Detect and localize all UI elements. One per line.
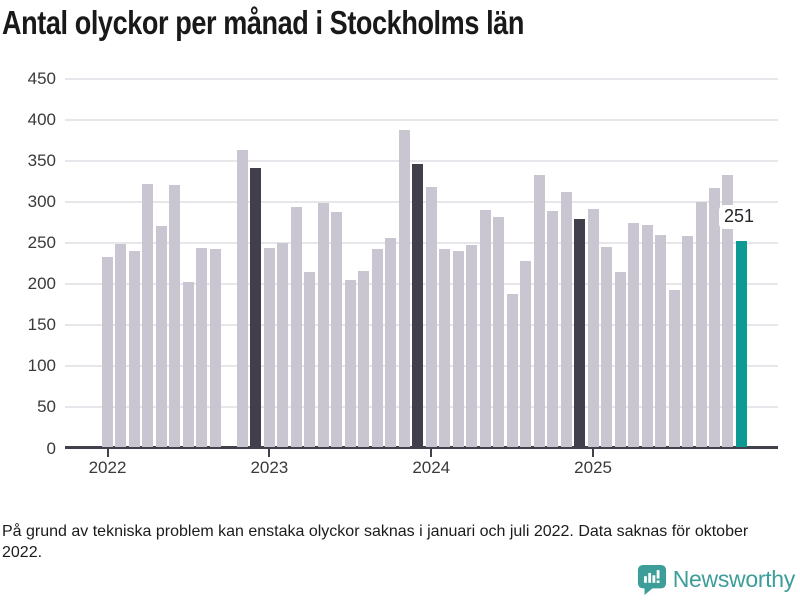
x-axis-tick-label: 2025 <box>574 458 612 477</box>
bar-month <box>236 150 248 447</box>
y-axis-tick-label: 400 <box>27 110 56 129</box>
bar-month <box>695 202 707 447</box>
bar-month <box>102 257 113 447</box>
bar-month <box>709 188 720 447</box>
newsworthy-speech-bubble-chart-icon <box>637 564 666 595</box>
bar-month <box>196 248 208 447</box>
bar-month <box>439 249 451 447</box>
bar-month <box>263 248 275 447</box>
bar-latest-month <box>735 241 747 447</box>
bar-month <box>533 175 545 447</box>
y-axis-tick-label: 300 <box>27 192 56 211</box>
bar-month <box>560 192 572 447</box>
y-axis-tick-label: 350 <box>27 151 56 170</box>
y-axis-tick-label: 150 <box>27 315 56 334</box>
bar-month <box>722 175 734 447</box>
gridline <box>65 119 778 121</box>
bar-month <box>520 261 532 447</box>
x-axis-tick <box>268 449 271 457</box>
x-axis-tick-label: 2023 <box>250 458 289 477</box>
chart-title: Antal olyckor per månad i Stockholms län <box>2 4 524 41</box>
bar-month <box>290 207 302 447</box>
bar-month <box>142 184 154 447</box>
bar-month <box>128 251 140 447</box>
x-axis-line <box>65 446 778 449</box>
bar-month <box>587 209 599 447</box>
bar-month <box>668 290 680 447</box>
bar-month <box>277 243 289 447</box>
newsworthy-logo: Newsworthy <box>637 564 795 595</box>
gridline <box>65 160 778 162</box>
bar-month <box>452 251 464 447</box>
x-axis-tick <box>430 449 433 457</box>
bar-month <box>344 280 356 447</box>
bar-month <box>304 272 316 447</box>
bar-reference-month <box>574 219 586 447</box>
bar-month <box>682 236 694 447</box>
bar-month <box>655 235 667 447</box>
bar-month <box>506 294 518 447</box>
bar-month <box>358 271 370 447</box>
bar-month <box>398 130 410 447</box>
bar-month <box>331 212 343 447</box>
bar-month <box>317 203 329 447</box>
bar-month <box>385 238 397 447</box>
bar-month <box>601 247 613 447</box>
bar-reference-month <box>250 168 262 447</box>
bar-month <box>479 210 491 447</box>
latest-value-label: 251 <box>718 205 760 230</box>
logo-wordmark: Newsworthy <box>672 566 796 592</box>
bar-month <box>425 187 437 447</box>
x-axis-tick <box>592 449 595 457</box>
bar-month <box>466 245 478 447</box>
bar-month <box>641 225 653 447</box>
x-axis-tick <box>106 449 109 457</box>
y-axis-tick-label: 250 <box>27 233 56 252</box>
bar-month <box>547 211 559 447</box>
y-axis-tick-label: 50 <box>37 397 56 416</box>
bar-month <box>155 226 167 447</box>
bar-month <box>371 249 383 447</box>
bar-month <box>628 223 640 447</box>
bar-month <box>169 185 181 447</box>
y-axis-tick-label: 100 <box>27 356 56 375</box>
x-axis-tick-label: 2024 <box>412 458 451 477</box>
bar-month <box>493 217 505 447</box>
y-axis-tick-label: 200 <box>27 274 56 293</box>
bar-month <box>209 249 221 447</box>
footnote: På grund av tekniska problem kan enstaka… <box>2 523 749 561</box>
y-axis-tick-label: 0 <box>46 439 56 458</box>
bar-month <box>182 282 194 447</box>
gridline <box>65 78 778 80</box>
bar-month <box>614 272 626 447</box>
y-axis-tick-label: 450 <box>27 69 56 88</box>
bar-reference-month <box>412 164 424 447</box>
bar-month <box>115 244 127 447</box>
x-axis-tick-label: 2022 <box>88 458 127 477</box>
